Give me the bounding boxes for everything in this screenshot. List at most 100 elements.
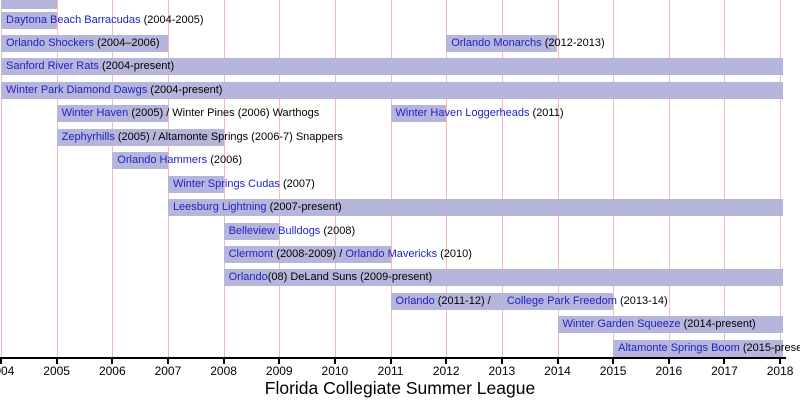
year-gridline [780,0,782,357]
axis-tick [278,359,281,364]
axis-tick [111,359,114,364]
timeline-row-label: Altamonte Springs Boom (2015-present) [618,340,800,357]
team-link[interactable]: Daytona Beach Barracudas [6,13,141,26]
axis-tick-label: 2013 [488,364,516,378]
axis-tick-label: 2015 [599,364,627,378]
axis-tick [723,359,726,364]
axis-tick [55,359,58,364]
timeline-row-label: Leesburg Lightning (2007-present) [173,199,342,216]
label-years-text: (2004-present) [98,60,175,73]
axis-tick [333,359,336,364]
timeline-bar [390,292,614,310]
timeline-row-label: Daytona Beach Barracudas (2004-2005) [6,12,204,29]
team-link[interactable]: Leesburg Lightning [172,201,267,214]
timeline-row-label: Winter Springs Cudas (2007) [173,176,315,193]
timeline-bar [1,34,168,52]
team-link[interactable]: Orlando [228,271,268,284]
axis-tick [500,359,503,364]
timeline-bar [167,199,783,217]
axis-tick [389,359,392,364]
timeline-bar [390,105,447,123]
team-link[interactable]: Winter Haven [61,107,129,120]
axis-tick-label: 2010 [321,364,349,378]
axis-tick-label: 2007 [154,364,182,378]
team-link[interactable]: Winter Garden Squeeze [562,318,681,331]
label-years-text: (2004–2006) [94,36,160,49]
year-gridline [56,0,58,357]
axis-tick-label: 2008 [210,364,237,378]
label-years-text: (2012-2013) [541,36,605,49]
timeline-row-label: Winter Park Diamond Dawgs (2004-present) [6,82,222,99]
team-link[interactable]: Altamonte Springs Boom [618,341,740,354]
axis-tick-label: 2005 [43,364,70,378]
label-years-text: (2010) [437,248,472,260]
year-gridline [279,0,281,357]
year-gridline [390,0,392,357]
timeline-bar [1,11,57,29]
axis-tick-label: 2009 [265,364,293,378]
axis-tick-label: 2006 [98,364,126,378]
timeline-row-label: Clermont (2008-2009) / Orlando Mavericks… [229,246,472,263]
timeline-row-label: Orlando (2011-12) / [396,293,491,310]
timeline-row-label: Orlando Monarchs (2012-2013) [451,35,605,52]
chart-title: Florida Collegiate Summer League [264,378,536,398]
label-years-text: (2007-present) [266,201,342,214]
team-link[interactable]: Winter Haven Loggerheads [395,107,530,120]
label-years-text: (2005) / Altamonte Springs (2006-7) Snap… [114,130,343,143]
team-link[interactable]: Orlando Hammers [117,154,208,167]
timeline-bar [112,152,168,170]
label-years-text: (2005) / Winter Pines (2006) Warthogs [128,107,320,120]
team-link[interactable]: Orlando [395,294,435,307]
axis-tick-label: 2014 [544,364,571,378]
label-years-text: (2008) [320,224,356,237]
timeline-bar [223,269,783,287]
timeline-bar [167,175,224,193]
timeline-row-label: College Park Freedom (2013-14) [507,293,668,310]
timeline-row-label: Orlando Shockers (2004–2006) [6,35,160,52]
timeline-bar [223,246,391,263]
team-link[interactable]: College Park Freedom [506,294,617,307]
axis-tick [556,359,559,364]
year-gridline [724,0,726,357]
team-link[interactable]: Orlando Shockers [6,36,95,49]
label-years-text: (2011) [529,107,564,120]
label-years-text: (2011-12) / [434,294,491,307]
timeline-bar [613,339,783,357]
year-gridline [557,0,559,357]
team-link[interactable]: Winter Park Diamond Dawgs [6,83,148,96]
timeline-bar [56,128,224,146]
timeline-bar [446,34,558,52]
year-gridline [501,0,503,357]
timeline-bar [56,105,168,123]
team-link[interactable]: Zephyrhills [61,130,115,143]
axis-tick-label: 2004 [0,364,15,378]
year-gridline [613,0,615,357]
label-years-text: (2015-present) [742,341,800,354]
team-link[interactable]: Clermont [228,248,274,260]
axis-tick-label: 2018 [766,364,794,378]
team-link[interactable]: Sanford River Rats [6,60,99,73]
label-years-text: (2007) [279,177,315,190]
year-gridline [112,0,114,357]
timeline-row-label: Zephyrhills (2005) / Altamonte Springs (… [62,129,343,146]
timeline-row-label: Winter Haven Loggerheads (2011) [396,105,564,122]
axis-tick [667,359,670,364]
axis-tick [445,359,448,364]
axis-tick-label: 2016 [655,364,683,378]
timeline-row-label: Orlando Hammers (2006) [117,152,242,169]
team-link[interactable]: Winter Springs Cudas [172,177,280,190]
label-years-text: (08) DeLand Suns (2009-present) [267,271,433,284]
team-link[interactable]: Orlando Monarchs [451,36,542,49]
timeline-bar [223,222,280,240]
axis-tick [612,359,615,364]
team-link[interactable]: Belleview Bulldogs [228,224,321,237]
timeline-row-label: Belleview Bulldogs (2008) [229,223,356,240]
timeline-bar [1,81,783,99]
timeline-row-label: Winter Garden Squeeze (2014-present) [563,316,756,333]
axis-tick [222,359,225,364]
team-link[interactable]: Orlando Mavericks [345,248,438,260]
timeline-row-label: Sanford River Rats (2004-present) [6,58,174,75]
timeline-bar [1,58,783,76]
timeline-row-label: Winter Haven (2005) / Winter Pines (2006… [62,105,320,122]
